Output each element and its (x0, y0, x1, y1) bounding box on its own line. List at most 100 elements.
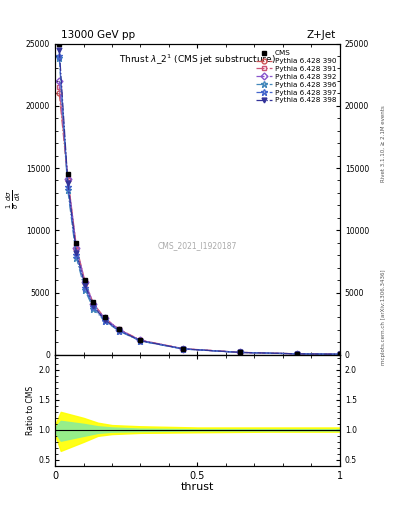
Pythia 6.428 398 (238, 349, 242, 355)
Pythia 6.428 392 (238, 349, 242, 355)
Pythia 6.428 396 (117, 328, 121, 334)
Pythia 6.428 398 (74, 250, 79, 256)
Pythia 6.428 392 (295, 351, 299, 357)
CMS (74, 240, 79, 246)
Pythia 6.428 397 (338, 351, 342, 357)
Text: Z+Jet: Z+Jet (307, 30, 336, 40)
Pythia 6.428 398 (295, 351, 299, 357)
Line: Pythia 6.428 391: Pythia 6.428 391 (57, 84, 342, 356)
Pythia 6.428 396 (238, 349, 242, 355)
Pythia 6.428 396 (138, 338, 143, 344)
Pythia 6.428 398 (103, 317, 107, 323)
CMS (91, 300, 96, 306)
CMS (103, 314, 107, 321)
Pythia 6.428 397 (66, 184, 70, 190)
Line: Pythia 6.428 397: Pythia 6.428 397 (56, 53, 343, 358)
Pythia 6.428 392 (66, 176, 70, 182)
Line: Pythia 6.428 392: Pythia 6.428 392 (57, 78, 342, 357)
Pythia 6.428 390 (91, 302, 96, 308)
Pythia 6.428 391 (181, 346, 185, 352)
Text: Rivet 3.1.10, ≥ 2.1M events: Rivet 3.1.10, ≥ 2.1M events (381, 105, 386, 182)
Pythia 6.428 391 (295, 351, 299, 357)
Pythia 6.428 396 (91, 306, 96, 312)
Pythia 6.428 397 (295, 351, 299, 357)
Pythia 6.428 391 (74, 243, 79, 249)
Pythia 6.428 392 (57, 78, 62, 84)
Pythia 6.428 398 (138, 337, 143, 344)
Pythia 6.428 396 (295, 351, 299, 357)
X-axis label: thrust: thrust (181, 482, 214, 492)
Pythia 6.428 397 (57, 53, 62, 59)
Pythia 6.428 397 (138, 338, 143, 344)
Pythia 6.428 390 (181, 346, 185, 352)
Text: CMS_2021_I1920187: CMS_2021_I1920187 (158, 241, 237, 250)
Pythia 6.428 390 (57, 90, 62, 96)
Pythia 6.428 396 (181, 346, 185, 352)
Pythia 6.428 390 (103, 315, 107, 322)
Pythia 6.428 390 (117, 327, 121, 333)
Pythia 6.428 396 (57, 55, 62, 61)
Pythia 6.428 396 (103, 318, 107, 324)
CMS (238, 349, 242, 355)
Pythia 6.428 390 (338, 351, 342, 357)
Pythia 6.428 392 (181, 346, 185, 352)
CMS (338, 351, 342, 357)
Pythia 6.428 392 (103, 315, 107, 322)
Pythia 6.428 397 (91, 304, 96, 310)
Pythia 6.428 390 (74, 246, 79, 252)
Line: Pythia 6.428 396: Pythia 6.428 396 (56, 55, 343, 358)
Pythia 6.428 397 (181, 346, 185, 352)
Pythia 6.428 397 (238, 349, 242, 355)
Pythia 6.428 396 (66, 187, 70, 194)
Pythia 6.428 391 (103, 315, 107, 321)
Pythia 6.428 396 (338, 351, 342, 357)
CMS (117, 326, 121, 332)
Pythia 6.428 390 (66, 177, 70, 183)
Pythia 6.428 398 (66, 180, 70, 186)
Text: Thrust $\lambda\_2^1$ (CMS jet substructure): Thrust $\lambda\_2^1$ (CMS jet substruct… (119, 53, 276, 67)
Pythia 6.428 391 (91, 301, 96, 307)
Pythia 6.428 392 (138, 337, 143, 344)
CMS (83, 277, 87, 283)
Pythia 6.428 390 (238, 349, 242, 355)
Pythia 6.428 396 (74, 254, 79, 261)
Pythia 6.428 397 (83, 285, 87, 291)
Line: CMS: CMS (57, 41, 342, 356)
Pythia 6.428 397 (117, 328, 121, 334)
Text: mcplots.cern.ch [arXiv:1306.3436]: mcplots.cern.ch [arXiv:1306.3436] (381, 270, 386, 365)
Pythia 6.428 392 (74, 245, 79, 251)
Pythia 6.428 391 (66, 175, 70, 181)
CMS (295, 351, 299, 357)
Pythia 6.428 392 (338, 351, 342, 357)
Pythia 6.428 398 (181, 346, 185, 352)
Pythia 6.428 391 (117, 326, 121, 332)
CMS (181, 346, 185, 352)
Pythia 6.428 391 (57, 84, 62, 90)
Line: Pythia 6.428 398: Pythia 6.428 398 (57, 47, 342, 357)
Pythia 6.428 391 (83, 278, 87, 284)
Pythia 6.428 392 (117, 327, 121, 333)
Pythia 6.428 390 (83, 280, 87, 286)
Text: 13000 GeV pp: 13000 GeV pp (61, 30, 135, 40)
Pythia 6.428 396 (83, 287, 87, 293)
Legend: CMS, Pythia 6.428 390, Pythia 6.428 391, Pythia 6.428 392, Pythia 6.428 396, Pyt: CMS, Pythia 6.428 390, Pythia 6.428 391,… (256, 50, 336, 103)
Y-axis label: $\frac{1}{\sigma}$ $\frac{d\sigma}{d\lambda}$: $\frac{1}{\sigma}$ $\frac{d\sigma}{d\lam… (5, 189, 23, 209)
Line: Pythia 6.428 390: Pythia 6.428 390 (57, 91, 342, 357)
CMS (138, 337, 143, 343)
Pythia 6.428 397 (103, 317, 107, 324)
Y-axis label: Ratio to CMS: Ratio to CMS (26, 386, 35, 435)
Pythia 6.428 391 (338, 351, 342, 357)
Pythia 6.428 398 (91, 303, 96, 309)
Pythia 6.428 392 (91, 301, 96, 307)
Pythia 6.428 398 (57, 47, 62, 53)
Pythia 6.428 397 (74, 252, 79, 258)
CMS (66, 171, 70, 177)
Pythia 6.428 392 (83, 279, 87, 285)
Pythia 6.428 398 (117, 327, 121, 333)
Pythia 6.428 390 (138, 337, 143, 344)
Pythia 6.428 391 (238, 349, 242, 355)
Pythia 6.428 391 (138, 337, 143, 343)
CMS (57, 40, 62, 47)
Pythia 6.428 390 (295, 351, 299, 357)
Pythia 6.428 398 (338, 351, 342, 357)
